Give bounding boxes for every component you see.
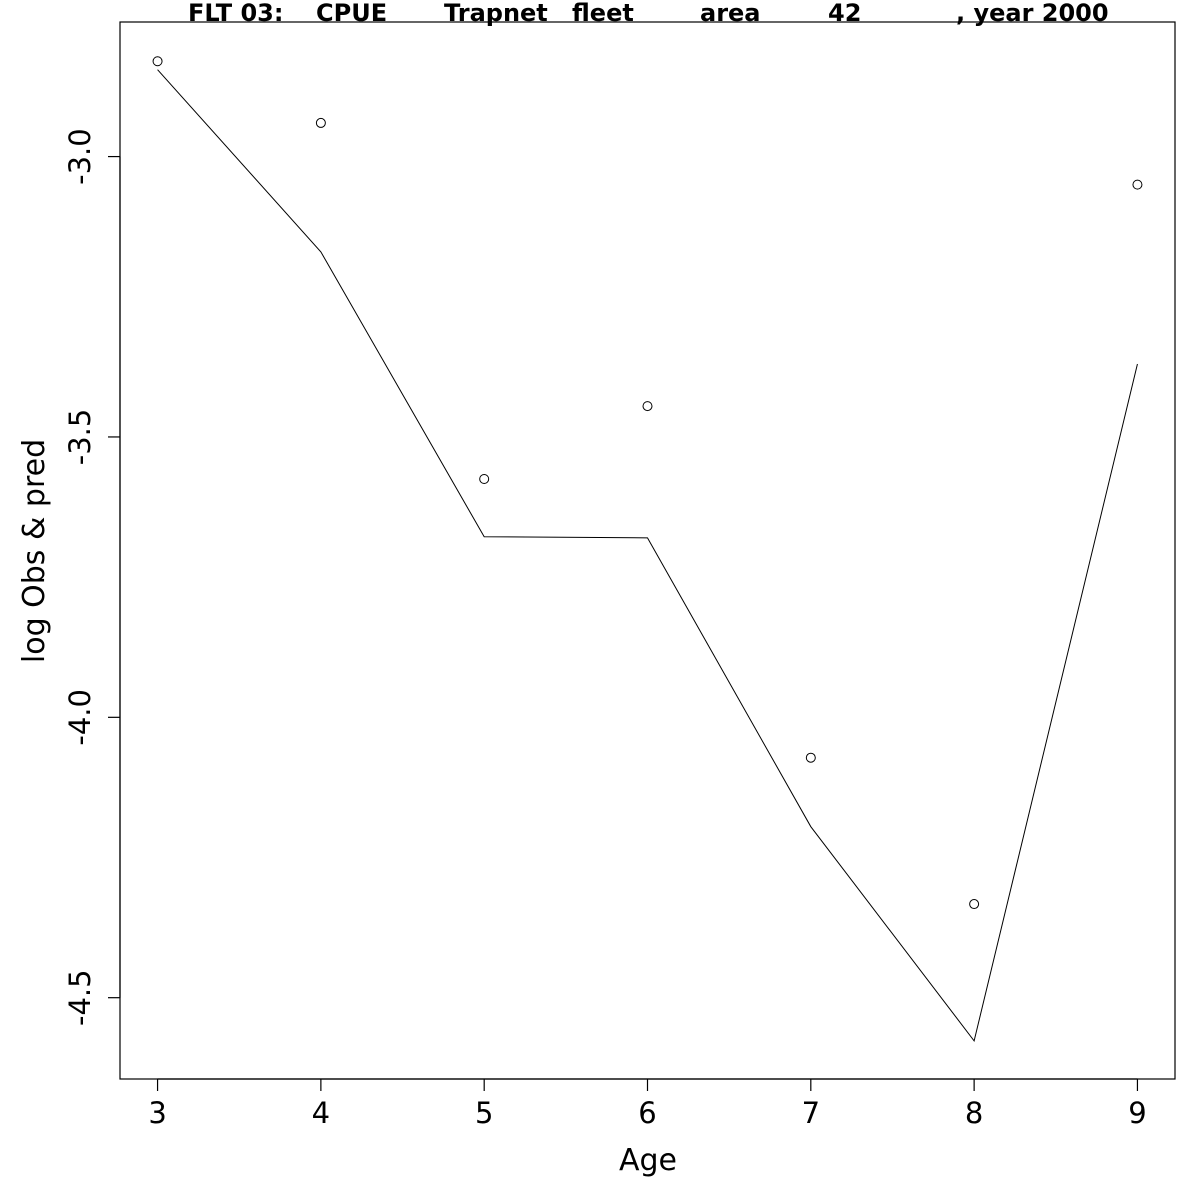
y-tick-label: -3.0 <box>63 128 97 185</box>
predicted-line <box>157 69 1138 1043</box>
x-tick-label: 9 <box>1128 1096 1146 1130</box>
observed-point <box>805 752 816 763</box>
observed-point <box>642 401 653 412</box>
x-axis-label: Age <box>619 1143 677 1178</box>
title-part: FLT 03: <box>188 0 283 27</box>
predicted-series <box>157 69 1138 1043</box>
title-part: area <box>700 0 761 27</box>
title-part: fleet <box>572 0 634 27</box>
observed-point <box>315 117 326 128</box>
observed-point <box>969 899 980 910</box>
observed-point <box>152 56 163 67</box>
y-tick-label: -3.5 <box>63 409 97 466</box>
y-tick-label: -4.0 <box>63 689 97 746</box>
y-tick-label: -4.5 <box>63 969 97 1026</box>
observed-series <box>152 56 1143 910</box>
title-part: , year 2000 <box>956 0 1109 27</box>
title-part: 42 <box>828 0 861 27</box>
title-part: CPUE <box>316 0 387 27</box>
observed-point <box>479 474 490 485</box>
x-tick-label: 5 <box>475 1096 493 1130</box>
x-tick-label: 8 <box>965 1096 983 1130</box>
y-axis: -3.0 -3.5 -4.0 -4.5 <box>63 128 121 1026</box>
y-axis-label: log Obs & pred <box>17 439 52 663</box>
chart-title: FLT 03: CPUE Trapnet fleet area 42 , year 2000 <box>188 0 1109 27</box>
title-part: Trapnet <box>444 0 548 27</box>
x-tick-label: 6 <box>638 1096 656 1130</box>
x-tick-label: 4 <box>312 1096 330 1130</box>
plot-frame <box>119 21 1176 1080</box>
x-tick-label: 3 <box>148 1096 166 1130</box>
x-axis: 3 4 5 6 7 8 9 <box>148 1078 1147 1130</box>
observed-point <box>1132 179 1143 190</box>
x-tick-label: 7 <box>802 1096 820 1130</box>
